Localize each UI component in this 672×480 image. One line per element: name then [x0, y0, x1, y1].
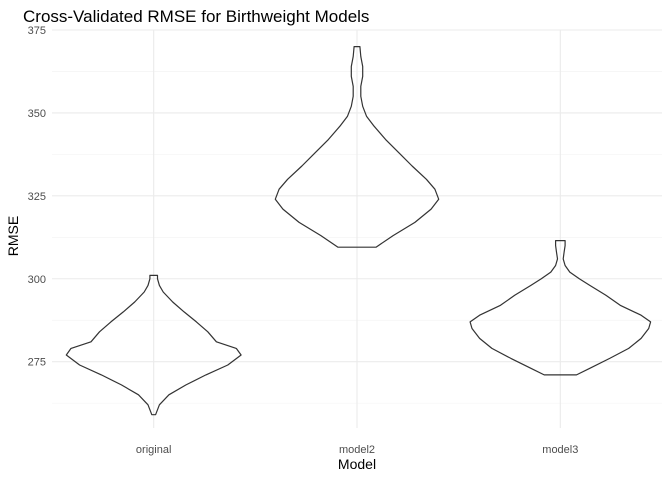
x-tick-label: original: [136, 444, 171, 456]
x-tick-label: model3: [542, 444, 578, 456]
y-tick-label: 350: [28, 108, 46, 120]
y-tick-label: 325: [28, 191, 46, 203]
x-tick-label: model2: [339, 444, 375, 456]
y-axis-title: RMSE: [5, 216, 21, 256]
violin-original: [65, 274, 242, 416]
x-axis-title: Model: [338, 456, 376, 472]
y-tick-labels: 275 300 325 350 375: [28, 25, 46, 369]
y-tick-label: 375: [28, 25, 46, 37]
violin-model3: [469, 240, 652, 376]
y-tick-label: 275: [28, 357, 46, 369]
violin-model2: [274, 46, 440, 248]
x-tick-labels: original model2 model3: [136, 444, 578, 456]
violins: [65, 46, 652, 416]
grid: [52, 29, 662, 428]
y-tick-label: 300: [28, 274, 46, 286]
chart-title: Cross-Validated RMSE for Birthweight Mod…: [23, 7, 369, 26]
